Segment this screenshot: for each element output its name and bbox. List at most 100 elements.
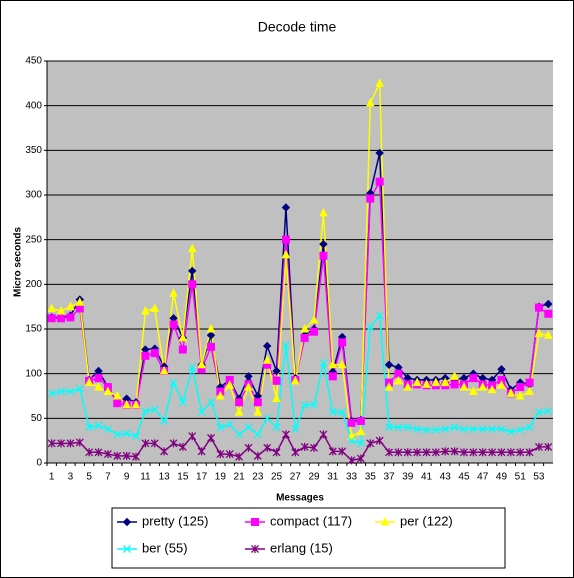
marker [394,448,403,457]
marker [281,235,290,244]
marker [459,381,469,391]
x-tick-label: 11 [140,472,151,483]
marker [178,398,187,407]
marker [94,448,103,457]
legend-label: erlang (15) [270,540,333,555]
x-tick-label: 5 [86,472,92,483]
marker [103,450,112,459]
marker [310,327,319,336]
marker [300,400,309,409]
marker [85,448,94,457]
marker [441,447,450,456]
marker [291,375,300,385]
marker [319,358,328,367]
marker [84,377,94,387]
marker [206,331,216,340]
x-tick-label: 47 [477,472,489,483]
marker [132,452,140,461]
marker [113,399,122,408]
marker [281,203,291,212]
x-tick-label: 17 [196,472,208,483]
marker [57,387,66,396]
marker [122,429,131,438]
marker [262,355,272,364]
marker [187,243,197,253]
marker [253,406,263,416]
legend-box [111,507,506,569]
y-tick-label: 0 [36,458,42,469]
marker [244,423,253,432]
marker [347,418,356,427]
marker [366,194,375,203]
marker [347,456,356,465]
marker [141,351,150,360]
marker [375,148,384,158]
marker [441,425,450,434]
marker [47,389,56,398]
marker [57,439,66,448]
marker [375,78,384,87]
marker [197,447,206,456]
series-markers [47,177,553,427]
marker [141,306,150,315]
marker [328,372,337,381]
marker [319,207,328,217]
marker [253,430,262,439]
marker [281,341,290,350]
marker [515,390,525,400]
marker [413,448,422,457]
y-tick-label: 250 [25,234,42,245]
marker [300,323,309,333]
legend-marker [380,516,390,526]
marker [150,303,160,312]
marker [225,380,235,389]
marker [113,430,122,439]
x-tick-label: 49 [496,472,508,483]
marker [328,359,338,369]
marker [309,314,319,324]
marker [460,448,468,457]
y-tick-label: 100 [25,368,42,379]
x-tick-label: 35 [365,472,377,483]
marker [141,439,150,448]
marker [450,371,459,380]
x-tick-label: 39 [402,472,414,483]
marker [272,448,281,457]
marker [347,436,356,445]
marker [47,303,56,312]
x-tick-label: 45 [458,472,470,483]
marker [225,420,234,429]
chart-title: Decode time [258,19,337,35]
marker [169,320,178,329]
marker [281,430,290,439]
marker [319,251,328,260]
marker [310,443,319,452]
marker [159,365,169,375]
marker [206,323,216,333]
marker [94,374,103,383]
marker [385,448,393,457]
marker [272,393,281,403]
marker [347,431,356,440]
marker [431,448,440,457]
marker [112,390,122,400]
marker [235,452,244,461]
marker [460,425,468,434]
marker [178,442,187,451]
marker [66,387,75,396]
marker [534,303,543,312]
marker [431,425,440,434]
marker [469,425,478,434]
marker [272,366,281,376]
marker [310,400,319,409]
marker [525,423,534,432]
marker [440,377,450,387]
marker [75,384,84,393]
marker [188,363,197,372]
marker [132,432,140,441]
marker [506,448,515,457]
marker [356,417,365,426]
marker [291,448,300,457]
x-tick-label: 41 [421,472,433,483]
marker [337,359,347,369]
